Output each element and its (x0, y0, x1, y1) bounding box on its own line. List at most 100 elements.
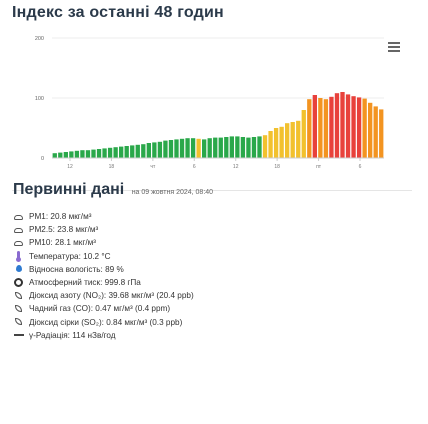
chart-svg: 200 100 0 12 18 чт 6 12 18 пт 6 (35, 36, 384, 170)
chart-bar[interactable] (141, 144, 146, 158)
chart-bar[interactable] (213, 137, 218, 158)
item-text: Температура: 10.2 °C (29, 251, 111, 261)
menu-line-icon (388, 42, 400, 44)
chart-bar[interactable] (279, 126, 284, 158)
chart-bar[interactable] (202, 139, 207, 158)
x-tick-label: 18 (274, 164, 280, 170)
chart-bar[interactable] (107, 147, 113, 158)
chart-bar[interactable] (290, 122, 295, 158)
leaf-icon (14, 304, 24, 314)
list-item: Діоксид азоту (NO₂): 39.68 мкг/м³ (20.4 … (14, 289, 414, 302)
chart-bar[interactable] (174, 139, 179, 158)
chart-bar[interactable] (96, 149, 102, 158)
chart-bar[interactable] (179, 138, 185, 158)
menu-line-icon (388, 50, 400, 52)
chart-bar[interactable] (74, 150, 80, 158)
chart-bar[interactable] (80, 150, 85, 158)
chart-bar[interactable] (340, 92, 345, 158)
chart-bar[interactable] (224, 137, 229, 158)
item-text: PM1: 20.8 мкг/м³ (29, 212, 92, 222)
chart-bar[interactable] (168, 140, 174, 158)
chart-bar[interactable] (185, 138, 190, 158)
chart-bar[interactable] (152, 142, 157, 158)
chart-bar[interactable] (345, 94, 351, 158)
x-tick-label: пт (316, 164, 322, 170)
drop-icon (14, 264, 24, 274)
chart-bar[interactable] (63, 152, 68, 158)
page-title: Індекс за останні 48 годин (12, 4, 224, 21)
chart-bar[interactable] (296, 120, 301, 158)
radiation-icon (14, 330, 24, 340)
chart-bar[interactable] (373, 106, 378, 158)
chart-bar[interactable] (362, 98, 367, 158)
chart-bar[interactable] (285, 123, 290, 158)
chart-bar[interactable] (235, 136, 240, 158)
chart-bar[interactable] (229, 136, 234, 158)
list-item: Атмосферний тиск: 999.8 гПа (14, 276, 414, 289)
chart-bar[interactable] (69, 151, 74, 158)
chart-bar[interactable] (102, 148, 107, 158)
chart-bar[interactable] (196, 138, 201, 158)
chart-menu-button[interactable] (388, 42, 400, 52)
divider (12, 190, 412, 191)
gauge-icon (14, 277, 24, 288)
list-item: PM2.5: 23.8 мкг/м³ (14, 223, 414, 236)
list-item: Відносна вологість: 89 % (14, 263, 414, 276)
cloud-icon (14, 225, 24, 235)
chart-bar[interactable] (251, 137, 257, 158)
y-tick-label: 200 (35, 36, 44, 42)
primary-date: на 09 жовтня 2024, 08:40 (131, 189, 214, 196)
cloud-icon (14, 212, 24, 222)
chart-bar[interactable] (268, 131, 273, 158)
chart-bar[interactable] (257, 136, 262, 158)
item-text: γ-Радіація: 114 нЗв/год (29, 330, 116, 340)
chart-bar[interactable] (119, 146, 124, 158)
chart-bar[interactable] (157, 141, 163, 158)
chart-bar[interactable] (262, 135, 268, 158)
chart-bar[interactable] (218, 137, 223, 158)
chart-bar[interactable] (190, 138, 196, 158)
item-text: PM10: 28.1 мкг/м³ (29, 238, 96, 248)
chart-bar[interactable] (135, 144, 140, 158)
chart-bar[interactable] (356, 97, 362, 158)
x-tick-label: 12 (233, 164, 239, 170)
chart-bar[interactable] (113, 147, 118, 158)
chart-bar[interactable] (124, 146, 129, 158)
item-text: PM2.5: 23.8 мкг/м³ (29, 225, 99, 235)
list-item: PM10: 28.1 мкг/м³ (14, 236, 414, 249)
chart-bar[interactable] (207, 138, 212, 158)
chart-bar[interactable] (130, 145, 135, 158)
menu-line-icon (388, 46, 400, 48)
chart-bar[interactable] (246, 137, 251, 158)
chart-bar[interactable] (91, 149, 96, 158)
chart-bar[interactable] (318, 98, 323, 158)
x-tick-label: 12 (67, 164, 73, 170)
chart-bar[interactable] (240, 137, 246, 158)
chart-bar[interactable] (307, 99, 312, 158)
chart-bar[interactable] (323, 99, 329, 158)
chart-bar[interactable] (85, 150, 91, 158)
item-text: Атмосферний тиск: 999.8 гПа (29, 278, 141, 288)
item-text: Чадний газ (CO): 0.47 мг/м³ (0.4 ppm) (29, 304, 171, 314)
chart-bar[interactable] (379, 109, 384, 158)
list-item: Чадний газ (CO): 0.47 мг/м³ (0.4 ppm) (14, 302, 414, 315)
x-tick-label: чт (150, 164, 156, 170)
cloud-icon (14, 238, 24, 248)
y-tick-label: 0 (41, 156, 44, 162)
chart-bar[interactable] (146, 143, 151, 158)
chart-bar[interactable] (163, 140, 168, 158)
chart-bar[interactable] (368, 102, 373, 158)
chart-bar[interactable] (301, 110, 306, 158)
chart-bar[interactable] (351, 96, 356, 158)
chart-bar[interactable] (58, 152, 63, 158)
chart-bar[interactable] (334, 93, 340, 158)
chart-bar[interactable] (329, 96, 334, 158)
chart-bar[interactable] (273, 128, 279, 158)
list-item: Діоксид сірки (SO₂): 0.84 мкг/м³ (0.3 pp… (14, 316, 414, 329)
chart-bar[interactable] (312, 95, 317, 158)
chart-bar[interactable] (52, 153, 57, 158)
primary-heading: Первинні дані на 09 жовтня 2024, 08:40 (13, 181, 213, 199)
item-text: Діоксид сірки (SO₂): 0.84 мкг/м³ (0.3 pp… (29, 317, 183, 327)
item-text: Діоксид азоту (NO₂): 39.68 мкг/м³ (20.4 … (29, 291, 194, 301)
